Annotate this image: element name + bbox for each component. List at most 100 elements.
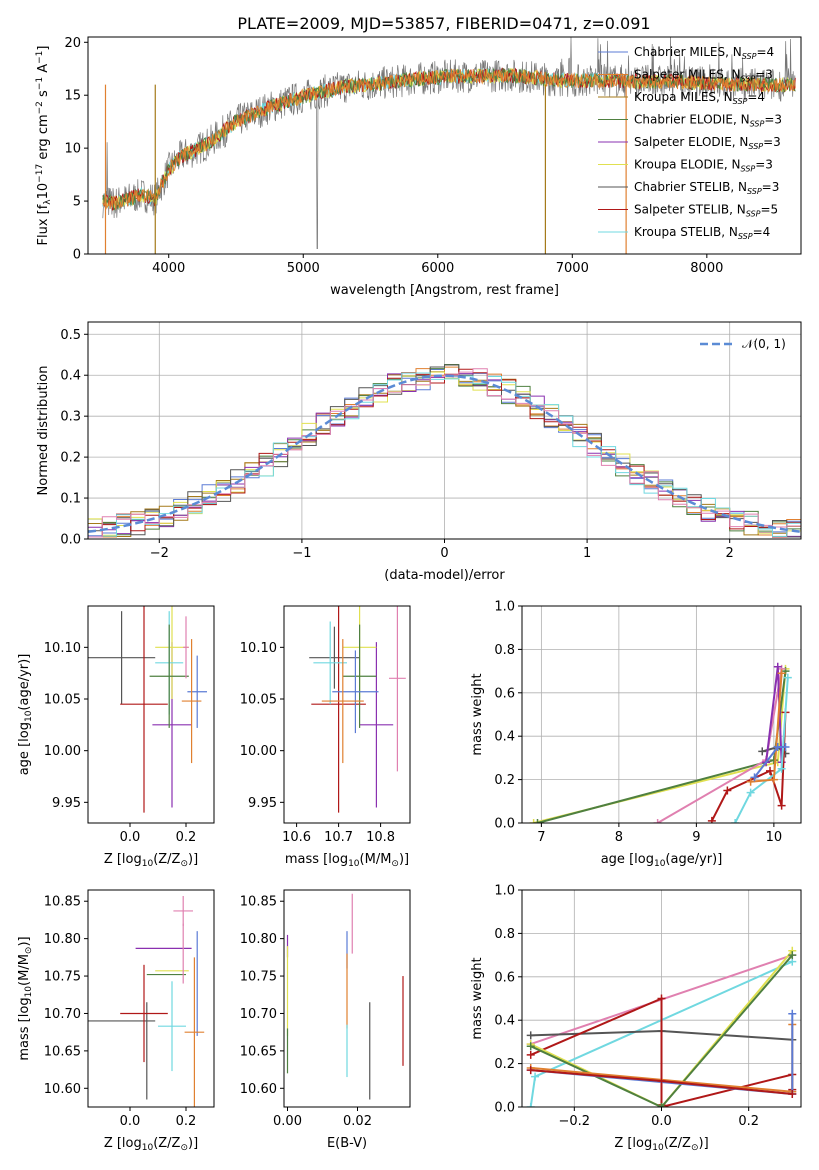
age-mass-xlabel: mass [log10(M/M⊙)] [285,852,409,869]
histogram-8 [88,372,801,538]
age-z-errorbars [88,606,207,813]
spectrum-xtick-label: 7000 [556,261,589,276]
mass-z-ytick-label: 10.65 [44,1044,81,1059]
residuals-xtick-label: 1 [583,546,591,561]
mw-age-frame [521,605,802,824]
spectrum-ytick-label: 20 [64,36,81,51]
mw-z-marker [526,1042,535,1051]
residuals-ytick-label: 0.5 [60,328,81,343]
residuals-frame [87,321,802,540]
mw-z-xtick-label: −0.2 [559,1114,591,1129]
age-mass-errorbars [309,606,406,813]
legend-entry: Chabrier MILES, NSSP=4 [634,45,774,61]
mass-z-ytick-label: 10.80 [44,932,81,947]
age-z-ytick-label: 10.00 [44,744,81,759]
spectrum-frame [87,36,802,255]
mass-ebv-ytick-label: 10.60 [240,1082,277,1097]
mw-z-marker [657,1076,666,1085]
spectrum-ytick-label: 10 [64,142,81,157]
mw-age-ytick-label: 0.0 [494,817,515,832]
mw-z-marker [526,1031,535,1040]
mass-ebv-errorbars [286,893,404,1100]
model-spectrum [102,67,796,211]
mw-age-marker [777,764,786,773]
legend-entry: Kroupa MILES, NSSP=4 [634,90,765,106]
mw-age-xtick-label: 10 [766,830,783,845]
mw-z-xtick-label: 0.0 [651,1114,672,1129]
mw-z-marker [657,994,666,1003]
gaussian-curve [88,374,801,534]
spectrum-ytick-label: 5 [73,195,81,210]
mw-age-marker [781,743,790,752]
spectrum-ytick-label: 0 [73,248,81,263]
mw-age-marker [723,786,732,795]
mw-age-marker [777,801,786,810]
residuals-xtick-label: −1 [292,546,311,561]
mw-age-marker [773,662,782,671]
age-mass-ytick-label: 10.05 [240,693,277,708]
mw-age-xtick-label: 7 [537,830,545,845]
mass-ebv-xtick-label: 0.00 [273,1114,302,1129]
mw-z-ytick-label: 0.4 [494,1014,515,1029]
mw-age-ytick-label: 0.8 [494,643,515,658]
age-z-frame [87,605,215,824]
age-z-xtick-label: 0.2 [176,830,197,845]
spectrum-xtick-label: 6000 [421,261,454,276]
mass-z-frame [87,889,215,1108]
mw-age-marker [529,819,538,823]
mw-z-lines [526,946,797,1107]
mw-z-marker [788,951,797,960]
model-spectrum [102,67,796,212]
mw-age-ytick-label: 0.2 [494,773,515,788]
spectrum-xtick-label: 5000 [287,261,320,276]
legend-entry: Salpeter STELIB, NSSP=5 [634,203,778,219]
age-z-ytick-label: 10.05 [44,693,81,708]
mw-age-marker [653,819,662,823]
spectrum-ytick-label: 15 [64,89,81,104]
residuals-ytick-label: 0.1 [60,492,81,507]
residuals-ylabel: Normed distribution [36,366,51,496]
mw-z-marker [531,1072,540,1081]
mass-z-ytick-label: 10.60 [44,1082,81,1097]
mass-ebv-ytick-label: 10.80 [240,932,277,947]
residuals-ytick-label: 0.0 [60,533,81,548]
histograms [88,364,801,538]
mw-age-ylabel: mass weight [470,673,485,755]
mw-age-lines [529,662,792,823]
mass-ebv-frame [283,889,411,1108]
mw-z-xtick-label: 0.2 [738,1114,759,1129]
mass-ebv-xtick-label: 0.02 [343,1114,372,1129]
spectrum-xtick-label: 8000 [690,261,723,276]
mw-age-series-2 [657,668,783,823]
mw-age-marker [769,756,778,765]
mass-z-xlabel: Z [log10(Z/Z⊙)] [104,1136,198,1153]
mw-z-marker [526,1050,535,1059]
mw-age-marker [769,775,778,784]
mw-age-xlabel: age [log10(age/yr)] [601,852,723,869]
mass-z-ytick-label: 10.70 [44,1007,81,1022]
legend-entry: Kroupa ELODIE, NSSP=3 [634,158,773,174]
residuals-xtick-label: 0 [440,546,448,561]
mw-age-marker [766,766,774,775]
mass-z-xtick-label: 0.2 [176,1114,197,1129]
mw-z-ylabel: mass weight [470,957,485,1039]
age-mass-xtick-label: 10.8 [366,830,395,845]
mw-age-marker [773,743,782,752]
mass-ebv-ytick-label: 10.70 [240,1007,277,1022]
mw-z-ytick-label: 0.0 [494,1101,515,1116]
mw-age-ytick-label: 0.4 [494,730,515,745]
mw-age-ytick-label: 1.0 [494,600,515,615]
age-mass-ytick-label: 10.10 [240,641,277,656]
mw-z-marker [526,1103,535,1107]
spectrum-title: PLATE=2009, MJD=53857, FIBERID=0471, z=0… [237,14,650,33]
mass-z-xtick-label: 0.0 [120,1114,141,1129]
legend-entry: Kroupa STELIB, NSSP=4 [634,225,770,241]
mw-z-marker [788,1009,797,1018]
mw-age-marker [746,788,755,797]
spectrum-xlabel: wavelength [Angstrom, rest frame] [330,283,559,298]
age-z-ytick-label: 10.10 [44,641,81,656]
age-mass-xtick-label: 10.7 [324,830,353,845]
age-z-xlabel: Z [log10(Z/Z⊙)] [104,852,198,869]
age-mass-xtick-label: 10.6 [282,830,311,845]
legend-entry: Chabrier ELODIE, NSSP=3 [634,113,782,129]
